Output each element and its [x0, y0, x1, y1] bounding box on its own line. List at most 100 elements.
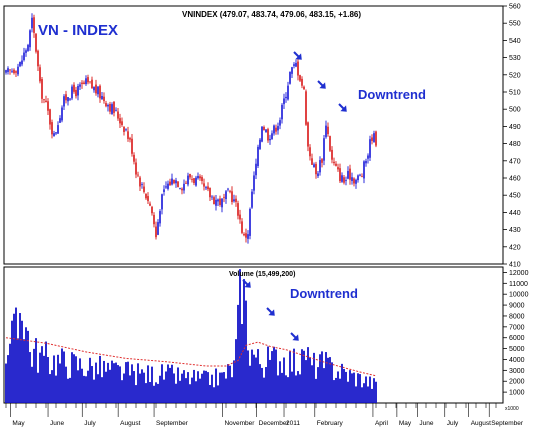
price-candle: [189, 173, 191, 180]
price-tick-label: 440: [509, 210, 521, 217]
volume-tick-label: 3000: [509, 368, 525, 375]
volume-bar: [53, 355, 55, 403]
volume-bar: [169, 367, 171, 403]
volume-bar: [241, 324, 243, 403]
price-candle: [49, 108, 51, 130]
volume-bar: [157, 383, 159, 403]
volume-tick-label: 12000: [509, 270, 529, 277]
price-candle: [171, 173, 173, 186]
price-tick-label: 530: [509, 55, 521, 62]
price-candle: [209, 187, 211, 202]
volume-bar: [65, 366, 67, 403]
price-candle: [151, 205, 153, 216]
price-candle: [69, 97, 71, 101]
price-candle: [221, 198, 223, 213]
volume-bar: [251, 349, 253, 403]
volume-tick-label: 8000: [509, 313, 525, 320]
volume-bar: [15, 307, 17, 403]
volume-bar: [277, 375, 279, 403]
price-candle: [227, 187, 229, 192]
price-candle: [23, 47, 25, 62]
volume-bar: [371, 388, 373, 403]
price-candle: [177, 181, 179, 188]
price-candle: [369, 135, 371, 161]
volume-tick-label: 7000: [509, 324, 525, 331]
volume-bar: [363, 383, 365, 403]
price-candle: [373, 130, 375, 143]
price-candle: [287, 81, 289, 101]
price-candle: [245, 228, 247, 243]
price-downtrend-label: Downtrend: [358, 87, 426, 102]
price-candle: [67, 96, 69, 106]
volume-bar: [47, 357, 49, 403]
volume-bar: [271, 351, 273, 403]
volume-bar: [181, 373, 183, 403]
volume-bar: [185, 378, 187, 403]
volume-bar: [201, 373, 203, 403]
volume-bar: [43, 355, 45, 403]
volume-bar: [119, 366, 121, 403]
volume-bar: [191, 377, 193, 403]
month-label: August: [120, 420, 140, 427]
price-candle: [19, 61, 21, 68]
price-candle: [269, 134, 271, 145]
volume-bar: [233, 360, 235, 403]
price-candle: [31, 13, 33, 33]
price-candle: [201, 175, 203, 185]
price-candle: [211, 195, 213, 200]
volume-bar: [357, 373, 359, 403]
month-label: May: [12, 420, 25, 427]
price-candle: [255, 158, 257, 180]
volume-bar: [49, 374, 51, 403]
volume-bar: [131, 364, 133, 403]
price-candle: [279, 117, 281, 130]
price-candle: [85, 75, 87, 86]
price-candle: [5, 69, 7, 75]
price-tick-label: 500: [509, 107, 521, 114]
volume-bar: [231, 377, 233, 403]
price-candle: [323, 135, 325, 166]
price-candle: [367, 153, 369, 164]
price-candle: [125, 128, 127, 132]
price-candle: [295, 59, 297, 68]
volume-bar: [175, 383, 177, 403]
price-candle: [173, 179, 175, 185]
volume-moving-average-line: [5, 337, 377, 377]
volume-bar: [17, 338, 19, 403]
price-candle: [305, 89, 307, 126]
volume-bar: [253, 354, 255, 403]
volume-bar: [279, 361, 281, 403]
month-label: 2011: [286, 420, 300, 427]
price-candle: [89, 81, 91, 84]
volume-bar: [321, 351, 323, 403]
price-candle: [347, 166, 349, 180]
volume-bar: [335, 377, 337, 403]
volume-bar: [267, 346, 269, 403]
price-candle: [223, 193, 225, 203]
price-candle: [123, 126, 125, 136]
month-label: July: [84, 420, 96, 427]
volume-bar: [183, 370, 185, 403]
volume-bar: [63, 351, 65, 403]
volume-bar: [343, 369, 345, 403]
price-candle: [237, 200, 239, 220]
price-tick-label: 520: [509, 72, 521, 79]
volume-bar: [213, 387, 215, 403]
price-candle: [203, 178, 205, 191]
volume-bar: [301, 349, 303, 403]
price-candle: [319, 156, 321, 176]
price-candle: [257, 144, 259, 169]
volume-bar: [67, 378, 69, 403]
volume-bar: [373, 378, 375, 403]
volume-bar: [167, 364, 169, 403]
volume-bar: [291, 371, 293, 403]
price-candle: [371, 134, 373, 145]
price-candle: [45, 95, 47, 103]
price-candle: [77, 83, 79, 101]
volume-bar: [219, 372, 221, 403]
price-candle: [345, 176, 347, 186]
volume-bar: [173, 373, 175, 403]
volume-downtrend-arrow-1: [242, 279, 251, 288]
price-candle: [225, 190, 227, 204]
